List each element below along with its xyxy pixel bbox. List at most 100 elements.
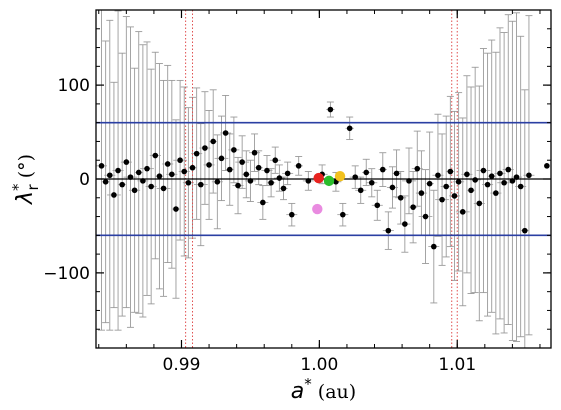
- y-tick-label-1: 0: [79, 170, 90, 190]
- data-point-93: [522, 227, 528, 234]
- data-point-27: [210, 138, 216, 145]
- highlighted-point-3: [312, 203, 323, 215]
- data-point-37: [251, 149, 258, 156]
- data-point-23: [193, 150, 200, 157]
- x-axis-unit: (au): [312, 381, 356, 403]
- data-point-75: [447, 168, 454, 175]
- data-point-17: [169, 171, 175, 178]
- data-point-70: [426, 180, 433, 187]
- data-point-24: [197, 181, 204, 188]
- data-point-7: [127, 174, 134, 180]
- data-point-8: [131, 187, 138, 194]
- data-point-79: [464, 171, 470, 178]
- data-point-12: [148, 183, 154, 190]
- data-point-13: [152, 152, 159, 159]
- data-point-57: [368, 179, 375, 186]
- data-point-16: [164, 161, 171, 167]
- data-point-1: [102, 179, 109, 185]
- axis-tick-labels: 0.99 1.00 1.01 100 0 −100: [43, 76, 476, 375]
- data-point-47: [295, 163, 302, 169]
- data-point-38: [255, 164, 262, 171]
- data-point-26: [206, 162, 212, 168]
- data-point-34: [239, 159, 245, 165]
- data-point-41: [268, 179, 274, 186]
- data-point-92: [517, 183, 524, 190]
- data-point-54: [352, 174, 359, 180]
- data-point-44: [280, 185, 287, 192]
- data-point-84: [484, 181, 491, 188]
- x-tick-label-2: 1.01: [438, 355, 476, 375]
- data-point-35: [243, 171, 250, 178]
- data-point-4: [115, 167, 121, 174]
- data-point-78: [459, 209, 466, 215]
- data-point-91: [513, 174, 520, 180]
- data-point-67: [414, 165, 421, 172]
- y-axis-symbol: λ: [13, 191, 38, 205]
- data-point-56: [363, 169, 370, 176]
- data-point-81: [472, 177, 478, 183]
- axis-ticks: [96, 9, 551, 349]
- data-point-55: [357, 187, 364, 194]
- data-point-63: [397, 194, 404, 201]
- data-point-14: [156, 173, 163, 179]
- data-point-71: [431, 243, 437, 250]
- data-point-46: [288, 211, 295, 218]
- data-point-86: [493, 190, 499, 196]
- data-point-50: [327, 106, 334, 113]
- data-point-11: [144, 165, 150, 172]
- data-point-83: [480, 167, 487, 174]
- data-point-36: [247, 178, 254, 184]
- data-point-2: [106, 172, 113, 179]
- highlighted-point-1: [323, 175, 335, 187]
- data-point-25: [202, 145, 208, 151]
- y-axis-unit: (°): [15, 154, 37, 184]
- y-tick-label-0: 100: [58, 76, 90, 96]
- y-axis-superscript: *: [9, 183, 27, 191]
- data-point-58: [374, 202, 381, 209]
- data-point-65: [406, 178, 412, 184]
- data-point-72: [435, 172, 441, 179]
- data-point-48: [305, 178, 312, 184]
- data-point-22: [189, 164, 196, 171]
- x-axis-symbol: a: [291, 379, 304, 404]
- data-point-74: [443, 183, 450, 190]
- data-point-10: [140, 178, 146, 184]
- x-tick-label-0: 0.99: [163, 355, 201, 375]
- data-point-43: [276, 175, 283, 181]
- data-point-0: [98, 163, 105, 169]
- data-point-77: [455, 179, 462, 185]
- data-point-5: [119, 181, 125, 188]
- data-point-69: [422, 213, 429, 220]
- data-point-21: [185, 179, 192, 186]
- x-axis-title: a* (au): [291, 375, 356, 404]
- data-point-82: [476, 200, 483, 207]
- data-point-62: [393, 170, 400, 177]
- data-points: [98, 106, 550, 250]
- x-tick-label-1: 1.00: [300, 355, 338, 375]
- data-point-95: [544, 163, 550, 169]
- data-point-73: [439, 196, 445, 203]
- data-point-28: [214, 179, 221, 185]
- data-point-87: [497, 170, 503, 177]
- data-point-15: [160, 185, 167, 192]
- data-point-66: [410, 204, 416, 210]
- data-point-80: [468, 187, 474, 194]
- data-point-85: [488, 173, 495, 179]
- data-point-32: [231, 147, 237, 153]
- data-point-6: [123, 159, 130, 165]
- data-point-9: [135, 169, 142, 176]
- data-point-20: [181, 168, 188, 175]
- data-point-76: [451, 193, 458, 199]
- data-point-33: [235, 182, 241, 189]
- data-point-29: [218, 155, 225, 162]
- data-point-52: [340, 211, 346, 218]
- data-point-3: [111, 192, 117, 198]
- data-point-60: [385, 227, 392, 234]
- y-axis-subscript: r: [24, 184, 42, 191]
- data-point-18: [173, 206, 179, 212]
- data-point-53: [346, 125, 353, 132]
- data-point-19: [177, 157, 183, 164]
- data-point-89: [505, 166, 512, 173]
